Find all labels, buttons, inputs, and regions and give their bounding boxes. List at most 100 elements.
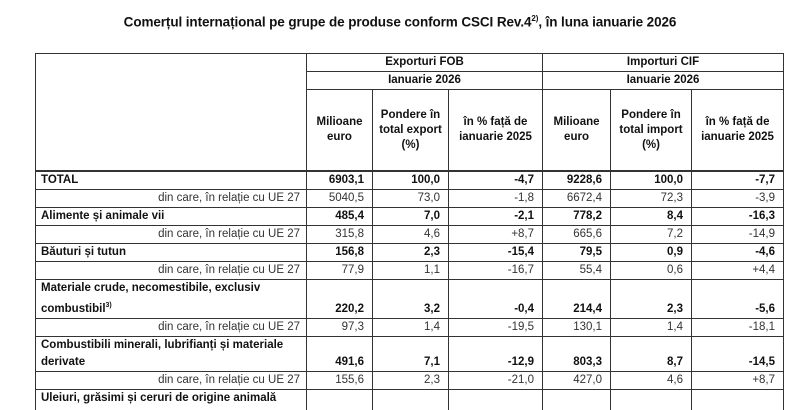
row-label-text: Alimente și animale vii [41,210,165,222]
export-share-cell: 7,1 [372,335,449,372]
export-value-cell: 97,3 [306,317,373,337]
export-change-cell: -21,0 [447,370,544,390]
export-change-cell: -19,5 [447,317,544,337]
import-value-cell: 79,5 [542,243,612,262]
import-change-cell: -4,6 [691,243,785,262]
export-change-cell: +8,7 [447,225,544,244]
col-import-value: Milioane euro [542,89,612,172]
import-share-cell: 100,0 [610,170,693,190]
header-blank-cell [35,53,307,172]
import-value-cell: 214,4 [542,279,612,319]
import-value-cell: 665,6 [542,225,612,244]
header-row-period: Ianuarie 2026 Ianuarie 2026 [36,71,785,90]
row-label-text: din care, în relație cu UE 27 [158,320,300,333]
import-share-cell: 2,3 [610,279,693,319]
header-row-group: Exporturi FOB Importuri CIF [35,53,785,172]
eu27-subrow: din care, în relație cu UE 27 97,3 1,4 -19,… [35,317,785,337]
row-label-text: din care, în relație cu UE 27 [158,264,300,276]
export-change-cell: -15,4 [447,243,544,262]
export-share-cell: 1,4 [372,317,449,337]
export-change-cell: -16,7 [447,261,544,280]
import-share-cell: 4,6 [610,370,693,390]
import-value-cell: 130,1 [542,317,612,337]
row-label: Materiale crude, necomestibile, exclusiv… [35,279,307,319]
import-value-cell: 427,0 [542,370,612,390]
import-value-cell: 778,2 [542,207,612,226]
row-label: TOTAL [35,170,307,190]
import-period-header: Ianuarie 2026 [542,71,785,90]
import-change-cell: -16,3 [691,207,785,226]
row-label-text: Băuturi și tutun [41,246,126,258]
export-share-cell: 100,0 [372,170,449,190]
table-row: Alimente și animale vii 485,4 7,0 -2,1 778,2… [35,207,785,226]
import-share-cell: 8,4 [610,207,693,226]
row-label: din care, în relație cu UE 27 [35,225,307,244]
export-change-cell: -1,8 [447,189,544,208]
table-row: Combustibili minerali, lubrifianți și ma… [35,335,785,372]
table-row: Materiale crude, necomestibile, exclusiv… [35,279,785,319]
row-label-text: Combustibili minerali, lubrifianți și ma… [41,338,284,368]
import-value-cell: 9228,6 [542,170,612,190]
export-value-cell: 220,2 [306,279,373,319]
export-value-cell: 156,8 [306,243,373,262]
export-value-cell: 5040,5 [306,189,373,208]
import-change-cell: -3,9 [691,189,785,208]
import-share-cell: 1,4 [610,317,693,337]
export-share-cell: 1,1 [372,261,449,280]
import-value-cell: 55,4 [542,261,612,280]
col-export-value: Milioane euro [306,89,373,172]
export-change-cell: -4,7 [447,170,544,190]
import-share-cell: 7,2 [610,225,693,244]
page-title: Comerțul internațional pe grupe de produ… [123,14,677,30]
export-share-cell: 2,3 [372,243,449,262]
row-label-text: din care, în relație cu UE 27 [158,192,300,204]
table-row: Băuturi și tutun 156,8 2,3 -15,4 79,5 0,9 -4,6 [35,243,785,262]
row-label: Alimente și animale vii [35,207,307,226]
export-share-cell: 4,6 [372,225,449,244]
row-label: din care, în relație cu UE 27 [35,189,307,208]
row-label-text: Materiale crude, necomestibile, exclusiv… [41,282,261,315]
eu27-subrow: din care, în relație cu UE 27 5040,5 73,0-… [35,189,785,208]
import-change-cell: -7,7 [691,170,785,190]
import-group-header: Importuri CIF [542,53,785,72]
export-value-cell: 155,6 [306,370,373,390]
import-share-cell: 0,6 [610,261,693,280]
import-share-cell: 0,9 [610,243,693,262]
row-label: Combustibili minerali, lubrifianți și ma… [35,335,307,372]
row-label-text: Uleiuri, grăsimi și ceruri de origine an… [41,391,277,404]
eu27-subrow: din care, în relație cu UE 27 155,6 2,3 -21… [35,370,785,390]
row-label-text: TOTAL [41,174,79,186]
export-share-cell: 2,3 [372,370,449,390]
col-import-change: în % față de ianuarie 2025 [691,89,785,172]
export-value-cell: 6903,1 [306,170,373,190]
export-share-cell: 3,2 [372,279,449,319]
export-share-cell: 7,0 [372,207,449,226]
col-export-share: Pondere în total export (%) [372,89,449,172]
export-share-cell: 73,0 [372,189,449,208]
export-change-cell: -2,1 [447,207,544,226]
export-value-cell: 315,8 [306,225,373,244]
trade-table: Exporturi FOB Importuri CIF Ianuarie 202… [35,53,785,410]
footnote-marker: 3) [105,302,112,309]
row-label: din care, în relație cu UE 27 [35,370,307,390]
import-share-cell: 72,3 [610,189,693,208]
col-export-change: în % față de ianuarie 2025 [447,89,544,172]
import-share-cell: 8,7 [610,335,693,372]
export-change-cell: -12,9 [447,335,544,372]
export-value-cell: 77,9 [306,261,373,280]
export-value-cell: 491,6 [306,335,373,372]
import-value-cell: 803,3 [542,335,612,372]
import-value-cell: 6672,4 [542,189,612,208]
export-value-cell: 485,4 [306,207,373,226]
row-label: din care, în relație cu UE 27 [35,317,307,337]
row-label-text: din care, în relație cu UE 27 [158,373,300,386]
col-import-share: Pondere în total import (%) [610,89,693,172]
import-change-cell: -14,5 [691,335,785,372]
import-change-cell: +8,7 [691,370,785,390]
import-change-cell: -14,9 [691,225,785,244]
import-change-cell: -5,6 [691,279,785,319]
import-change-cell: -18,1 [691,317,785,337]
row-label: Băuturi și tutun [35,243,307,262]
eu27-subrow: din care, în relație cu UE 27 315,8 4,6 +8,… [35,225,785,244]
export-change-cell: -0,4 [447,279,544,319]
